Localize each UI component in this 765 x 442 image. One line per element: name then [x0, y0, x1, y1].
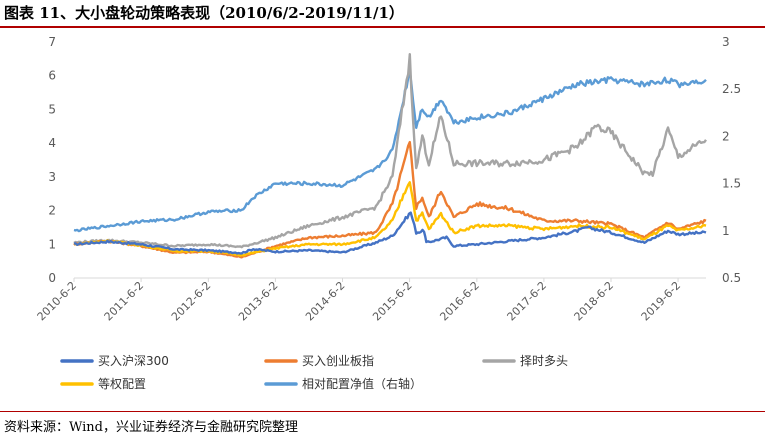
left-axis-tick-label: 7 — [48, 35, 56, 49]
legend-item-label: 买入创业板指 — [302, 353, 374, 368]
right-axis-tick-label: 2.5 — [722, 82, 741, 96]
x-axis-tick-label: 2016-6-2 — [437, 279, 482, 324]
x-axis-tick-label: 2017-6-2 — [505, 279, 550, 324]
title-rule — [0, 26, 765, 28]
x-axis-tick-label: 2010-6-2 — [35, 279, 80, 324]
series-line-2 — [73, 53, 707, 249]
legend-item-label: 等权配置 — [98, 377, 146, 391]
x-axis-tick-label: 2014-6-2 — [303, 279, 348, 324]
right-axis-tick-label: 0.5 — [722, 271, 741, 285]
right-axis-tick-label: 1 — [722, 224, 730, 238]
figure-title: 图表 11、大小盘轮动策略表现（2010/6/2-2019/11/1） — [4, 4, 404, 22]
left-axis-tick-label: 2 — [48, 204, 56, 218]
series-line-3 — [73, 181, 707, 257]
legend-item-label: 相对配置净值（右轴） — [302, 376, 422, 391]
series-line-1 — [73, 140, 707, 259]
line-chart: 0 1 2 3 4 5 6 7 0.5 1 1.5 2 2.5 3 2010-6-2 2011-6-2 2012… — [35, 35, 741, 391]
left-axis-tick-label: 1 — [48, 237, 56, 251]
legend-item-label: 择时多头 — [520, 354, 568, 368]
left-axis-tick-label: 3 — [48, 170, 56, 184]
x-axis-tick-label: 2018-6-2 — [572, 279, 617, 324]
x-axis-tick-label: 2013-6-2 — [236, 279, 281, 324]
x-axis-tick-label: 2015-6-2 — [370, 279, 415, 324]
x-axis-tick-label: 2012-6-2 — [169, 279, 214, 324]
left-axis-tick-label: 4 — [48, 136, 56, 150]
source-note: 资料来源：Wind，兴业证券经济与金融研究院整理 — [4, 420, 298, 435]
left-axis-tick-label: 6 — [48, 69, 56, 83]
right-axis-tick-label: 1.5 — [722, 177, 741, 191]
x-axis-tick-label: 2019-6-2 — [639, 279, 684, 324]
source-rule — [0, 411, 765, 412]
right-axis-tick-label: 2 — [722, 129, 730, 143]
series-line-0 — [73, 211, 707, 255]
left-axis-tick-label: 0 — [48, 271, 56, 285]
x-axis-tick-label: 2011-6-2 — [102, 279, 147, 324]
series-lines — [73, 53, 707, 259]
right-axis-tick-label: 3 — [722, 35, 730, 49]
legend-item-label: 买入沪深300 — [98, 354, 169, 368]
series-line-4 — [73, 70, 707, 233]
axes: 0 1 2 3 4 5 6 7 0.5 1 1.5 2 2.5 3 2010-6-2 2011-6-2 2012… — [35, 35, 741, 323]
left-axis-tick-label: 5 — [48, 102, 56, 116]
